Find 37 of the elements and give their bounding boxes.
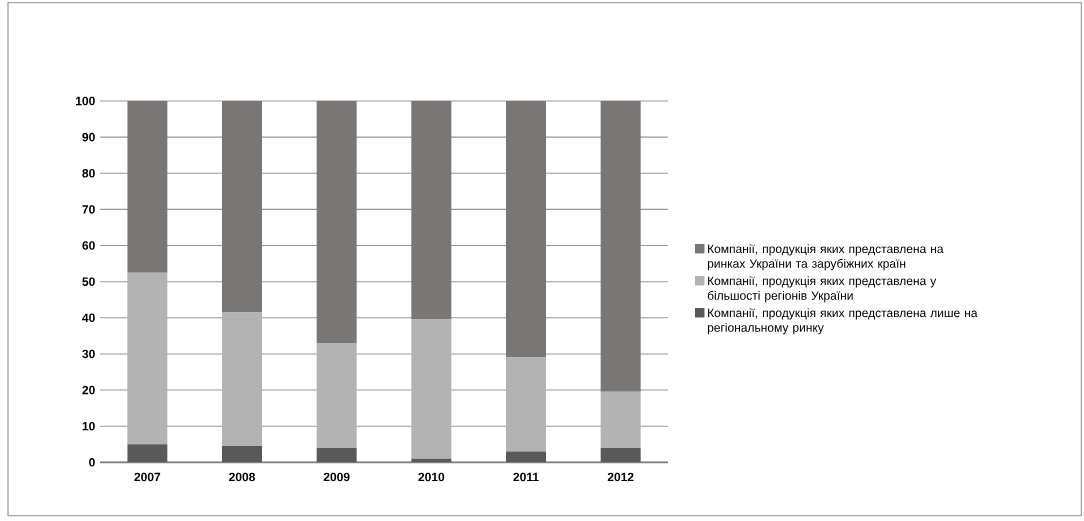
bar <box>127 444 168 463</box>
y-tick-label: 90 <box>82 132 95 142</box>
bar <box>506 451 547 463</box>
legend-label: Компанії, продукція яких представлена у більшості регіонів України <box>707 276 937 303</box>
bar <box>316 343 357 448</box>
bar <box>600 101 641 392</box>
bar <box>316 101 357 344</box>
y-tick-label: 60 <box>82 241 95 250</box>
bar <box>316 447 357 463</box>
x-tick-label: 2009 <box>323 472 350 482</box>
y-tick-label: 70 <box>82 205 95 214</box>
y-tick-label: 50 <box>82 277 95 286</box>
bar <box>222 101 262 313</box>
x-tick-label: 2010 <box>418 472 445 482</box>
bar <box>600 391 641 448</box>
y-tick-label: 100 <box>76 96 95 106</box>
bar <box>222 446 262 463</box>
x-tick-label: 2011 <box>513 472 539 482</box>
y-tick-label: 10 <box>82 421 95 431</box>
legend-label: Компанії, продукція яких представлена на ринках України та зарубіжних країн <box>707 244 944 271</box>
bar <box>127 272 168 445</box>
bar <box>411 101 452 320</box>
x-tick-label: 2008 <box>229 472 255 482</box>
bar <box>411 319 452 459</box>
legend-label: Компанії, продукція яких представлена лише на регіональному ринку <box>707 308 978 335</box>
x-tick-label: 2012 <box>607 472 634 482</box>
y-tick-label: 40 <box>82 313 95 323</box>
bar <box>222 312 262 447</box>
bar <box>127 101 168 273</box>
y-tick-label: 80 <box>82 169 95 178</box>
x-tick-label: 2007 <box>134 472 161 482</box>
bar <box>506 101 547 358</box>
y-tick-label: 0 <box>89 458 95 467</box>
bar <box>506 357 547 452</box>
bar <box>600 447 641 463</box>
y-tick-label: 30 <box>82 349 95 359</box>
y-tick-label: 20 <box>82 385 95 395</box>
